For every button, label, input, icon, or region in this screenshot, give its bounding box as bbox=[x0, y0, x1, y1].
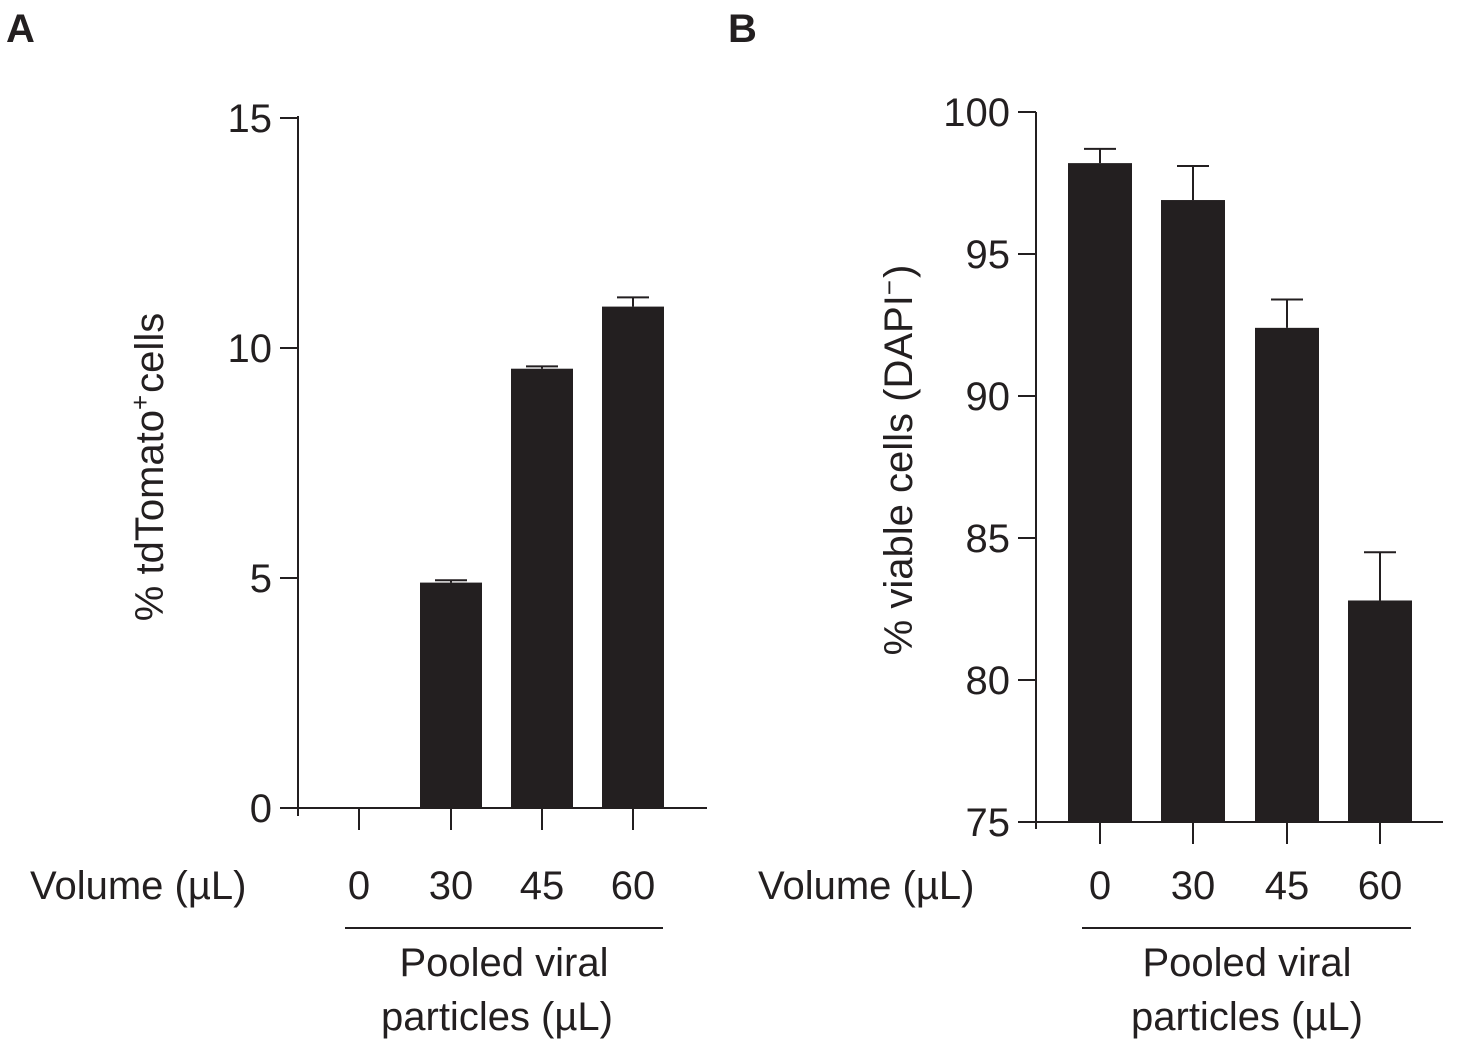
bar bbox=[1161, 200, 1225, 823]
bar bbox=[1255, 327, 1319, 822]
panel-b-letter: B bbox=[728, 7, 757, 51]
panel-b-x-ticks: 0 30 45 60 bbox=[1089, 822, 1402, 908]
x-tick-label: 60 bbox=[1358, 864, 1403, 908]
panel-b: B 75 80 85 90 95 100 0 30 45 60 % viable cells (… bbox=[728, 7, 1443, 1039]
bar bbox=[1068, 163, 1132, 822]
x-tick-label: 0 bbox=[348, 864, 370, 908]
bar bbox=[511, 368, 573, 808]
y-tick-label: 0 bbox=[250, 787, 272, 831]
panel-a-x-axis-title: Volume (µL) bbox=[30, 864, 246, 908]
x-tick-label: 30 bbox=[429, 864, 474, 908]
panel-a-x-ticks: 0 30 45 60 bbox=[348, 808, 655, 908]
y-tick-label: 95 bbox=[966, 233, 1011, 277]
bar bbox=[1348, 600, 1412, 822]
bar bbox=[420, 582, 482, 808]
panel-b-x-axis-title: Volume (µL) bbox=[758, 864, 974, 908]
x-tick-label: 60 bbox=[611, 864, 656, 908]
panel-a-y-axis-title: % tdTomato+cells bbox=[125, 313, 172, 621]
x-tick-label: 30 bbox=[1171, 864, 1216, 908]
panel-a-letter: A bbox=[6, 7, 35, 51]
y-tick-label: 80 bbox=[966, 659, 1011, 703]
y-tick-label: 75 bbox=[966, 801, 1011, 845]
y-tick-label: 10 bbox=[228, 327, 273, 371]
panel-a: A 0 5 10 15 0 30 45 60 % tdTomato+cells Volume… bbox=[6, 7, 707, 1039]
y-tick-label: 90 bbox=[966, 375, 1011, 419]
panel-a-y-ticks: 0 5 10 15 bbox=[228, 97, 298, 831]
y-tick-label: 100 bbox=[943, 91, 1010, 135]
panel-b-y-axis-title: % viable cells (DAPI−) bbox=[874, 265, 921, 656]
bar bbox=[602, 306, 664, 808]
panel-a-group-label-line2: particles (µL) bbox=[381, 995, 613, 1039]
panel-a-group-label-line1: Pooled viral bbox=[399, 941, 608, 985]
panel-a-bars bbox=[420, 296, 664, 808]
y-tick-label: 5 bbox=[250, 557, 272, 601]
x-tick-label: 45 bbox=[1265, 864, 1310, 908]
y-tick-label: 85 bbox=[966, 517, 1011, 561]
panel-b-bars bbox=[1068, 147, 1412, 823]
panel-b-group-label-line2: particles (µL) bbox=[1131, 995, 1363, 1039]
x-tick-label: 45 bbox=[520, 864, 565, 908]
x-tick-label: 0 bbox=[1089, 864, 1111, 908]
y-tick-label: 15 bbox=[228, 97, 273, 141]
panel-b-group-label-line1: Pooled viral bbox=[1142, 941, 1351, 985]
panel-b-y-ticks: 75 80 85 90 95 100 bbox=[943, 91, 1036, 845]
